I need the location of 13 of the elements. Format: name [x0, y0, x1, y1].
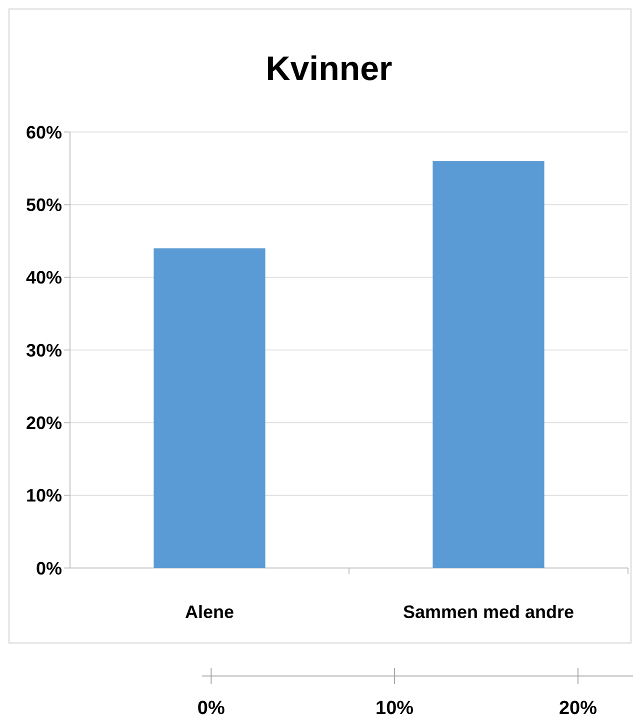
- y-tick-label: 10%: [26, 486, 62, 506]
- y-tick-label: 30%: [26, 340, 62, 360]
- x-tick-label: Alene: [184, 602, 234, 622]
- y-tick-label: 20%: [26, 412, 62, 433]
- y-tick-label: 50%: [26, 194, 62, 215]
- y-tick-label: 0%: [36, 558, 62, 578]
- x2-tick-label: 20%: [558, 698, 598, 719]
- chart-title: Kvinner: [266, 50, 392, 88]
- x2-tick-label: 0%: [197, 698, 226, 719]
- y-tick-label: 40%: [26, 268, 62, 288]
- x2-tick-label: 10%: [376, 698, 414, 719]
- y-tick-label: 60%: [26, 122, 62, 142]
- x-tick-label: Sammen med andre: [402, 602, 574, 622]
